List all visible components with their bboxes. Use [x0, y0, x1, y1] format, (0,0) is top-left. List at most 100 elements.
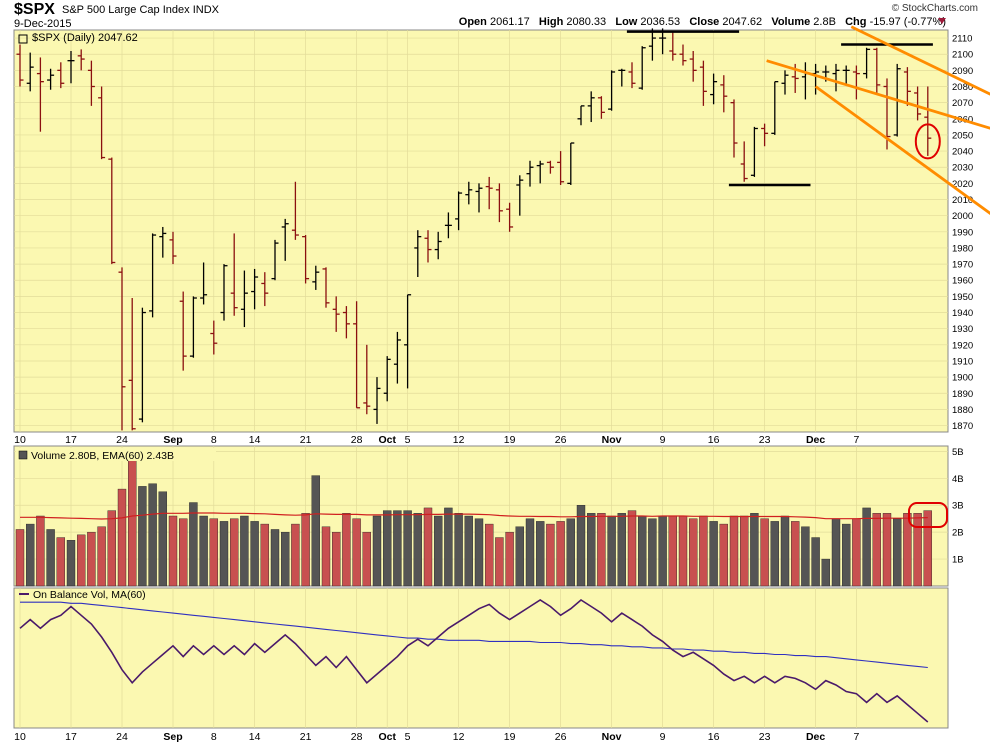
ohlc-bar [536, 160, 544, 184]
ohlc-bar [363, 344, 371, 415]
trend-channel-line [850, 25, 990, 96]
obv-ma-line [20, 601, 928, 669]
price-tick-label: 2100 [952, 50, 973, 61]
price-tick-label: 2050 [952, 130, 973, 141]
price-tick-label: 1880 [952, 405, 973, 416]
volume-bar [168, 515, 178, 587]
volume-bar [383, 510, 392, 587]
symbol-title: $SPX [14, 1, 55, 18]
volume-bar [199, 515, 208, 587]
ohlc-bar [98, 86, 106, 160]
volume-bar [587, 513, 596, 587]
volume-bar [209, 518, 219, 587]
x-tick-label: 10 [14, 434, 26, 446]
ohlc-bar [240, 270, 248, 328]
ohlc-bar [128, 298, 136, 431]
ohlc-bar [506, 202, 514, 232]
ohlc-bar [118, 267, 126, 431]
ohlc-bar [852, 65, 860, 100]
ohlc-bar [516, 175, 524, 216]
ohlc-bar [761, 123, 769, 147]
change-down-arrow-icon [938, 18, 946, 24]
x-tick-label: Sep [163, 731, 182, 743]
x-tick-label: 19 [504, 434, 516, 446]
volume-bar [321, 526, 331, 587]
trend-channel-line [766, 59, 990, 130]
volume-bar [250, 521, 259, 587]
ohlc-bar [291, 181, 299, 240]
ohlc-bar [67, 50, 75, 84]
volume-bar [127, 456, 137, 587]
ohlc-bar [159, 226, 167, 258]
price-tick-label: 1950 [952, 292, 973, 303]
volume-bar [97, 526, 106, 587]
volume-bar [413, 513, 422, 587]
chart-header: $SPX S&P 500 Large Cap Index INDX 9-Dec-… [0, 0, 990, 32]
ohlc-bar [138, 307, 146, 423]
ohlc-bar [200, 262, 208, 305]
volume-bar [87, 531, 96, 587]
volume-bar [332, 531, 341, 587]
trend-channel-line [814, 85, 990, 216]
obv-line [19, 599, 929, 723]
x-tick-label: 23 [759, 434, 771, 446]
ohlc-bar [608, 70, 616, 111]
ohlc-bar [638, 46, 646, 90]
ohlc-bar [587, 91, 595, 123]
volume-bar [56, 537, 65, 587]
volume-bar [842, 523, 851, 587]
volume-legend: Volume 2.80B, EMA(60) 2.43B [31, 450, 174, 462]
x-tick-label: 9 [660, 434, 666, 446]
volume-bar [923, 510, 932, 587]
volume-bar [576, 505, 586, 587]
price-tick-label: 2040 [952, 147, 973, 158]
ohlc-bar [220, 264, 228, 321]
volume-bar [219, 521, 229, 587]
volume-ema-line [20, 512, 928, 520]
ohlc-bar [261, 272, 269, 307]
ohlc-bar [465, 181, 473, 205]
x-tick-label: 10 [14, 731, 26, 743]
ohlc-bar [669, 31, 677, 61]
volume-bar [709, 521, 718, 587]
low-value: 2036.53 [640, 16, 681, 28]
volume-bar [36, 515, 45, 587]
price-tick-label: 1890 [952, 389, 973, 400]
volume-bar [270, 529, 280, 587]
volume-bar [240, 515, 249, 587]
ohlc-bar [781, 70, 789, 95]
volume-bar [138, 486, 147, 587]
ohlc-bar [179, 291, 187, 371]
volume-bar [515, 526, 524, 587]
ohlc-bar [302, 235, 310, 284]
volume-bar [260, 523, 269, 587]
high-value: 2080.33 [566, 16, 607, 28]
x-tick-label: 14 [249, 434, 261, 446]
price-tick-label: 1990 [952, 227, 973, 238]
price-legend: $SPX (Daily) 2047.62 [32, 32, 138, 44]
x-tick-label: 16 [708, 434, 720, 446]
volume-bar [536, 521, 545, 587]
volume-tick-label: 4B [952, 474, 964, 485]
volume-bar [444, 507, 453, 587]
x-tick-label: Dec [806, 731, 825, 743]
ohlc-bar [36, 57, 44, 132]
x-tick-label: Sep [163, 434, 182, 446]
ohlc-bar [679, 44, 687, 66]
volume-bar [46, 529, 55, 587]
volume-bar [689, 518, 698, 587]
volume-bar [474, 518, 484, 587]
volume-bar [729, 515, 739, 587]
volume-bar [862, 507, 871, 587]
price-tick-label: 2070 [952, 98, 973, 109]
price-tick-label: 1930 [952, 324, 973, 335]
change-value: -15.97 (-0.77%) [869, 16, 946, 28]
x-tick-label: Nov [602, 731, 622, 743]
volume-bar [831, 518, 841, 587]
volume-bar [556, 521, 565, 587]
ohlc-bar [322, 267, 330, 308]
ohlc-bar [648, 28, 656, 61]
volume-bar [719, 523, 728, 587]
ohlc-bar [77, 49, 85, 71]
volume-bar [76, 534, 86, 587]
